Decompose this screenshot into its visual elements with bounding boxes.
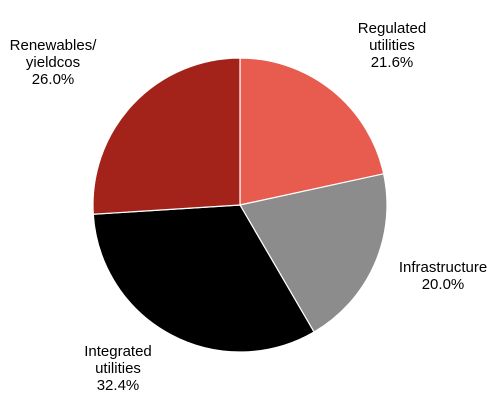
pie-slice-2 [92, 204, 315, 353]
slice-name-2-line-1: utilities [95, 360, 141, 377]
slice-name-3-line-1: yieldcos [26, 54, 80, 71]
slice-label-3: Renewables/yieldcos 26.0% [10, 37, 98, 88]
pie-slice-3 [92, 57, 241, 215]
slice-label-2: Integrated utilities 32.4% [84, 343, 152, 394]
slice-name-3-line-0: Renewables/ [10, 37, 98, 54]
pie-slice-0 [239, 57, 385, 206]
pie-labels: Regulated utilities 21.6%Infrastructure 20.… [10, 20, 488, 394]
slice-name-1-line-0: Infrastructure [399, 259, 487, 276]
slice-name-0-line-0: Regulated [358, 20, 426, 37]
slice-value-2: 32.4% [97, 377, 140, 394]
slice-value-3: 26.0% [32, 71, 75, 88]
slice-name-0-line-1: utilities [369, 37, 415, 54]
slice-value-1: 20.0% [422, 276, 465, 293]
pie-slice-1 [239, 173, 388, 333]
slice-label-0: Regulated utilities 21.6% [358, 20, 426, 71]
pie-slices [92, 57, 388, 353]
slice-label-1: Infrastructure 20.0% [399, 259, 487, 293]
slice-name-2-line-0: Integrated [84, 343, 152, 360]
slice-value-0: 21.6% [371, 54, 414, 71]
